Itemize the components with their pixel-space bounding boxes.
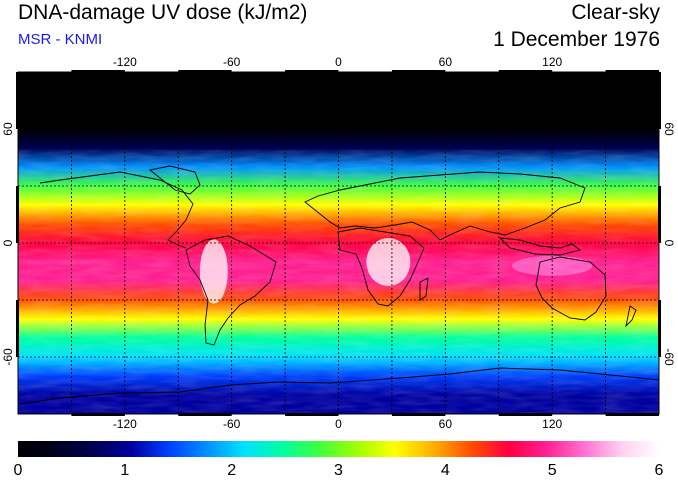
frame-segment: [16, 186, 19, 243]
frame-segment: [498, 70, 553, 73]
frame-segment: [178, 70, 232, 73]
coast-africa: [337, 227, 425, 307]
lon-label-top: 120: [542, 55, 562, 69]
frame-segment: [178, 413, 232, 416]
map-title: DNA-damage UV dose (kJ/m2): [18, 1, 308, 24]
colorbar-tick-label: 4: [441, 462, 450, 479]
source-label: MSR - KNMI: [18, 31, 103, 48]
coast-new-zealand: [625, 305, 637, 328]
lon-label-bottom: 0: [335, 417, 342, 431]
frame-segment: [16, 72, 19, 129]
date-label: 1 December 1976: [493, 28, 660, 51]
map-plot-area: [18, 72, 659, 414]
lon-label-top: -60: [223, 55, 241, 69]
sky-condition-label: Clear-sky: [571, 1, 660, 24]
lat-label-right: 0: [662, 240, 676, 247]
frame-segment: [658, 72, 661, 129]
latitude-labels-right: 60 0 -60: [662, 122, 676, 366]
colorbar-tick-label: 5: [548, 462, 557, 479]
latitude-labels-left: 60 0 -60: [1, 122, 15, 366]
lat-label-right: 60: [662, 122, 676, 136]
lon-label-bottom: 60: [439, 417, 453, 431]
frame-segment: [605, 413, 659, 416]
colorbar-tick-label: 1: [120, 462, 129, 479]
frame-segment: [71, 70, 125, 73]
longitude-labels-top: -120 -60 0 60 120: [113, 55, 563, 69]
lon-label-bottom: 120: [542, 417, 562, 431]
lon-label-top: 60: [439, 55, 453, 69]
frame-segment: [285, 413, 339, 416]
coast-australia: [535, 256, 607, 321]
frame-segment: [658, 186, 661, 243]
frame-segment: [658, 300, 661, 357]
frame-checker-border: [16, 70, 661, 416]
colorbar-tick-label: 6: [655, 462, 664, 479]
coast-antarctica: [19, 367, 659, 405]
frame-segment: [16, 300, 19, 357]
frame-segment: [605, 70, 659, 73]
colorbar-labels: 0 1 2 3 4 5 6: [14, 462, 664, 479]
lon-label-bottom: -60: [223, 417, 241, 431]
colorbar-tick-label: 3: [334, 462, 343, 479]
coast-madagascar: [419, 277, 429, 301]
frame-segment: [71, 413, 125, 416]
colorbar-tick-label: 2: [227, 462, 236, 479]
lat-label-right: -60: [662, 348, 676, 366]
lon-label-top: 0: [335, 55, 342, 69]
coast-greenland: [148, 165, 201, 195]
frame-segment: [498, 413, 553, 416]
lat-label-left: 0: [1, 239, 15, 246]
graticule: [18, 72, 659, 414]
lat-label-left: 60: [1, 122, 15, 136]
longitude-labels-bottom: -120 -60 0 60 120: [113, 417, 563, 431]
frame-segment: [285, 70, 339, 73]
lon-label-top: -120: [113, 55, 137, 69]
coastlines: [19, 165, 659, 405]
lon-label-bottom: -120: [113, 417, 137, 431]
colorbar: [18, 441, 659, 457]
frame-segment: [391, 70, 446, 73]
coast-north-america: [39, 171, 194, 249]
coast-eurasia: [304, 171, 586, 241]
lat-label-left: -60: [1, 348, 15, 366]
frame-segment: [391, 413, 446, 416]
colorbar-tick-label: 0: [14, 462, 23, 479]
